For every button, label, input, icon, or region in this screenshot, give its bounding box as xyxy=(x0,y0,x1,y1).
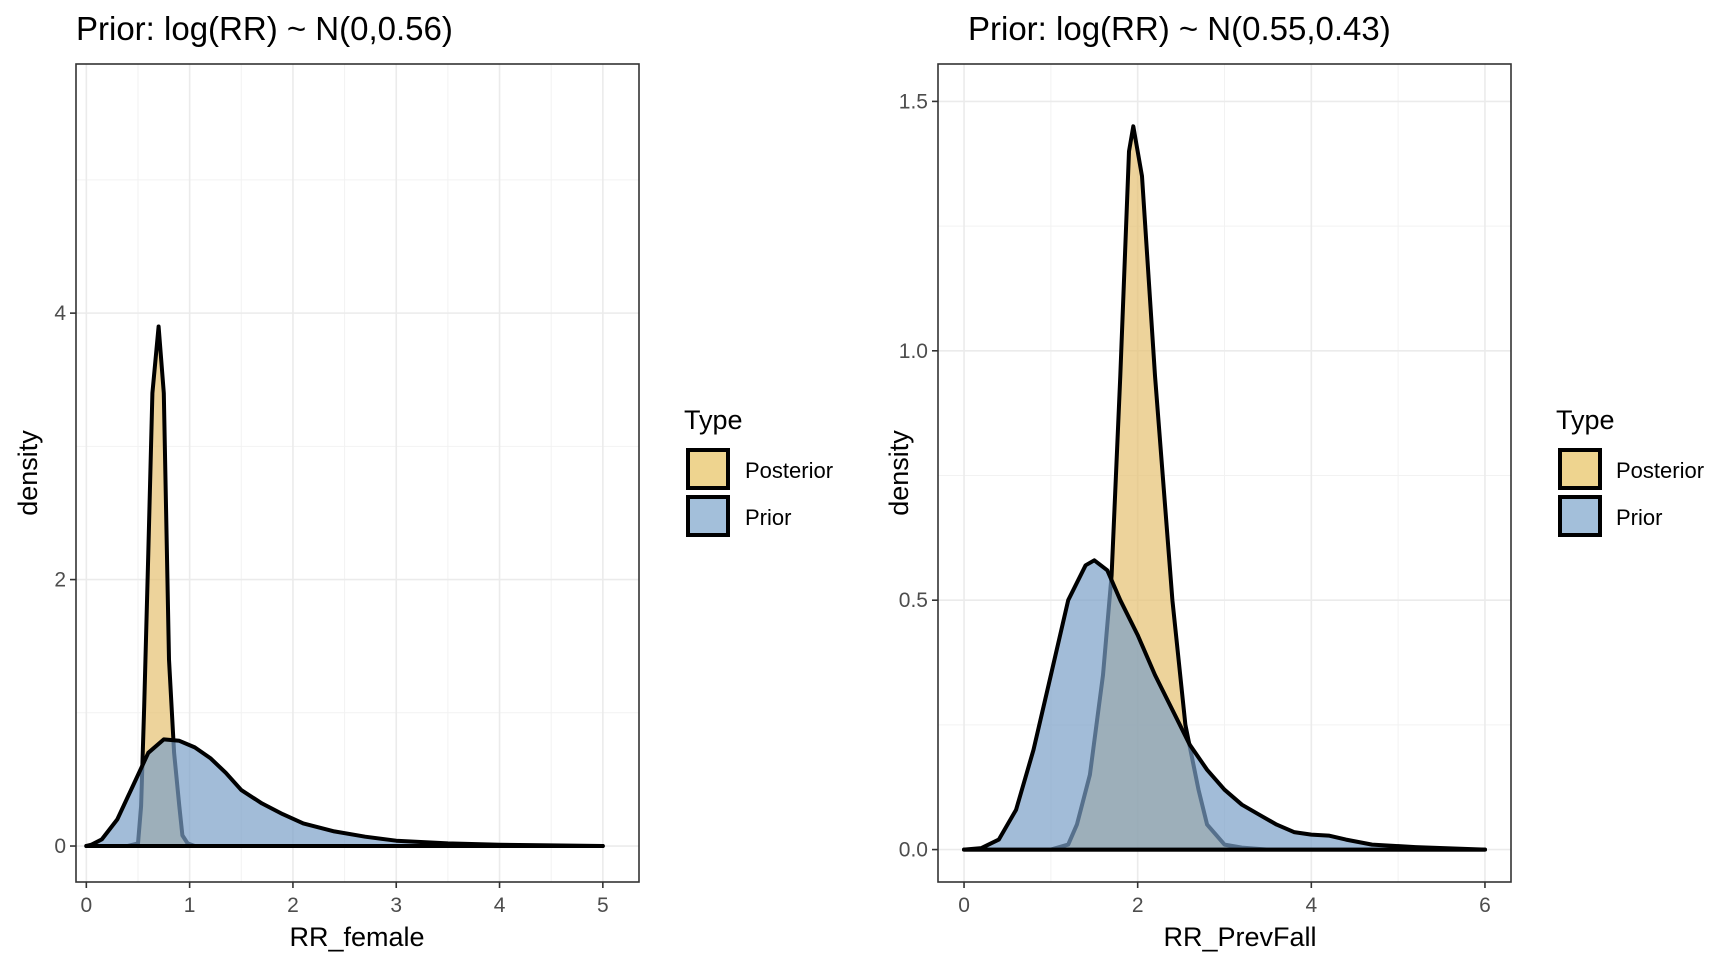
chart-panel-right: Prior: log(RR) ~ N(0.55,0.43) 0 2 4 6 0.0 0.5… xyxy=(884,10,1704,952)
x-tick-label: 2 xyxy=(287,894,299,917)
legend-label-posterior-left: Posterior xyxy=(745,458,833,483)
x-tick-label: 5 xyxy=(597,894,609,917)
density-areas-left xyxy=(84,324,605,848)
x-tick-label: 4 xyxy=(494,894,506,917)
legend-swatch-posterior-right xyxy=(1558,448,1602,490)
x-tick-label: 4 xyxy=(1305,894,1317,917)
plot-border-left xyxy=(75,63,640,883)
axis-ticks-left: 0 1 2 3 4 5 0 2 4 xyxy=(54,302,608,917)
density-areas-right xyxy=(962,124,1487,852)
chart-title-left: Prior: log(RR) ~ N(0,0.56) xyxy=(76,10,453,47)
x-tick-label: 6 xyxy=(1479,894,1491,917)
y-tick-label: 0.0 xyxy=(899,839,928,862)
y-tick-label: 4 xyxy=(54,302,66,325)
chart-title-right: Prior: log(RR) ~ N(0.55,0.43) xyxy=(968,10,1391,47)
x-tick-label: 3 xyxy=(390,894,402,917)
legend-swatch-prior-left xyxy=(686,495,730,537)
y-axis-label-left: density xyxy=(13,430,43,516)
legend-swatch-posterior-left xyxy=(686,448,730,490)
legend-label-posterior-right: Posterior xyxy=(1616,458,1704,483)
y-tick-label: 2 xyxy=(54,569,66,592)
density-area-prior xyxy=(84,737,605,848)
x-axis-label-right: RR_PrevFall xyxy=(1163,922,1316,952)
y-tick-label: 0.5 xyxy=(899,589,928,612)
x-tick-label: 0 xyxy=(80,894,92,917)
axis-ticks-right: 0 2 4 6 0.0 0.5 1.0 1.5 xyxy=(899,90,1491,917)
y-axis-label-right: density xyxy=(884,430,914,516)
legend-label-prior-right: Prior xyxy=(1616,505,1662,530)
legend-label-prior-left: Prior xyxy=(745,505,791,530)
x-tick-label: 2 xyxy=(1132,894,1144,917)
legend-left: Type Posterior Prior xyxy=(684,405,833,537)
x-tick-label: 0 xyxy=(958,894,970,917)
legend-right: Type Posterior Prior xyxy=(1556,405,1704,537)
legend-swatch-prior-right xyxy=(1558,495,1602,537)
density-area-prior xyxy=(962,558,1487,852)
plot-border-right xyxy=(937,63,1512,883)
x-tick-label: 1 xyxy=(184,894,196,917)
y-tick-label: 1.0 xyxy=(899,340,928,363)
chart-panel-left: Prior: log(RR) ~ N(0,0.56) 0 1 2 3 4 5 0 2 4 RR_… xyxy=(13,10,833,952)
legend-title-right: Type xyxy=(1556,405,1615,435)
legend-title-left: Type xyxy=(684,405,743,435)
x-axis-label-left: RR_female xyxy=(289,922,424,952)
y-tick-label: 0 xyxy=(54,835,66,858)
y-tick-label: 1.5 xyxy=(899,90,928,113)
